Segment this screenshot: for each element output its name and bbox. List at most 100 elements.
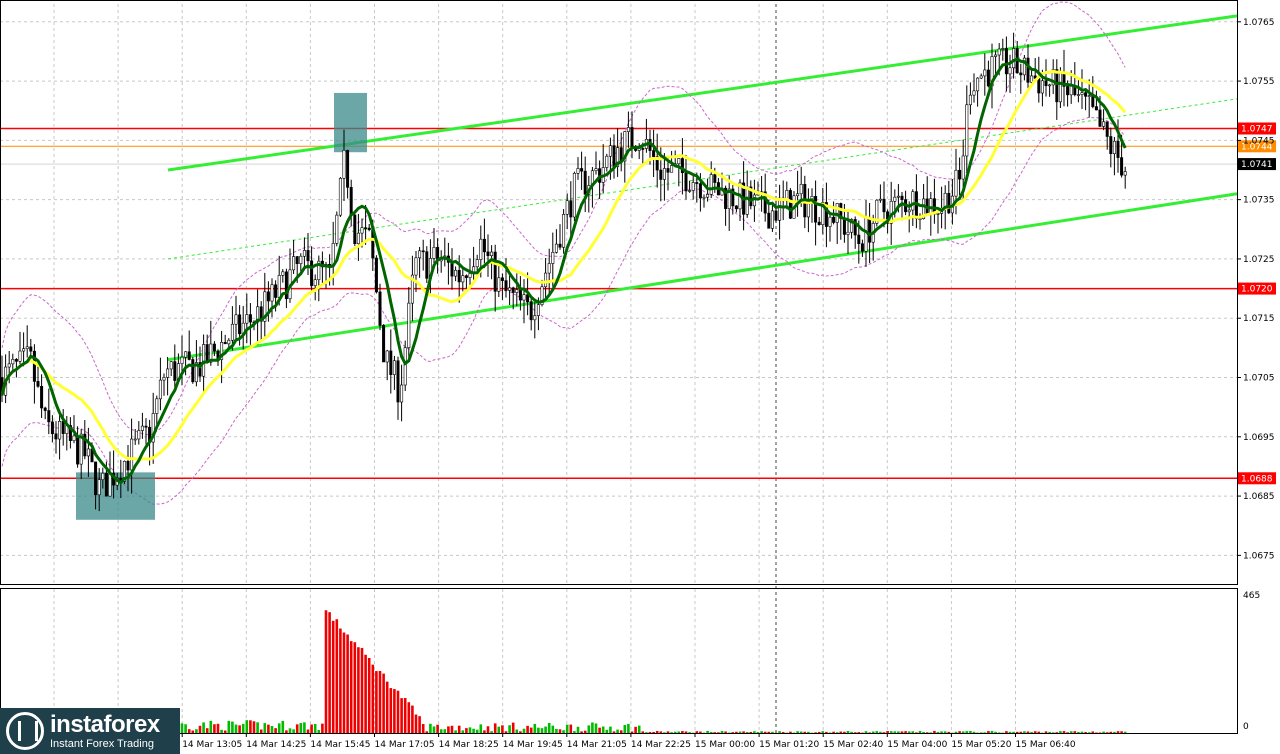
volume-bar xyxy=(317,730,321,733)
volume-bar xyxy=(371,664,375,733)
candle-body xyxy=(958,169,962,180)
volume-bar xyxy=(745,732,749,733)
volume-bar xyxy=(389,688,393,733)
y-tick-label: 1.0715 xyxy=(1243,314,1275,324)
candle-body xyxy=(1098,109,1102,127)
volume-bar xyxy=(483,730,486,733)
volume-bar xyxy=(511,722,515,733)
volume-bar xyxy=(817,731,821,733)
volume-bar xyxy=(990,730,994,733)
candle-body xyxy=(626,127,630,132)
candle-body xyxy=(911,191,915,211)
volume-bar xyxy=(295,724,299,733)
volume-bar xyxy=(187,729,191,733)
candle-body xyxy=(335,214,339,244)
volume-bar xyxy=(544,726,547,733)
volume-bar xyxy=(490,731,493,733)
candle-body xyxy=(212,343,216,352)
candle-body xyxy=(594,168,598,172)
candle-body xyxy=(731,188,735,207)
logo-brand: instaforex xyxy=(50,710,160,738)
volume-bar xyxy=(659,731,663,733)
volume-bar xyxy=(573,731,576,733)
candle-body xyxy=(432,247,436,259)
volume-bar xyxy=(450,725,454,733)
candle-body xyxy=(745,186,749,215)
volume-bar xyxy=(943,731,947,733)
volume-bar xyxy=(900,731,904,733)
current-price-label: 1.0741 xyxy=(1241,160,1273,170)
candle-body xyxy=(788,190,792,219)
candle-body xyxy=(338,178,342,216)
volume-bar xyxy=(245,720,249,733)
volume-bar xyxy=(868,732,871,733)
candle-body xyxy=(281,271,285,276)
volume-bar xyxy=(587,725,591,733)
candle-body xyxy=(29,346,33,352)
volume-bar xyxy=(655,731,659,733)
candle-body xyxy=(529,301,533,321)
volume-bar xyxy=(893,731,897,733)
candle-body xyxy=(158,379,162,400)
volume-bar xyxy=(1123,731,1127,733)
volume-bar xyxy=(925,732,929,733)
candle-body xyxy=(1105,121,1109,137)
volume-bar xyxy=(439,729,443,733)
candle-body xyxy=(220,342,224,360)
x-tick-label: 14 Mar 18:25 xyxy=(439,740,499,750)
candle-body xyxy=(853,219,857,236)
volume-bar xyxy=(591,722,594,733)
candle-body xyxy=(1040,80,1044,94)
volume-bar xyxy=(965,731,969,733)
volume-bar xyxy=(1098,732,1102,733)
volume-bar xyxy=(241,723,245,733)
volume-bar xyxy=(357,647,360,733)
candle-body xyxy=(155,398,159,414)
candle-body xyxy=(972,90,976,96)
volume-bar xyxy=(1066,732,1069,733)
volume-bar xyxy=(958,731,961,733)
volume-bar xyxy=(886,731,889,733)
candle-body xyxy=(425,251,429,279)
volume-bar xyxy=(335,619,339,733)
candle-body xyxy=(97,479,101,496)
volume-bar xyxy=(288,728,292,733)
volume-bar xyxy=(223,730,227,733)
x-tick-label: 15 Mar 04:00 xyxy=(887,740,947,750)
volume-bar xyxy=(382,673,385,733)
candle-body xyxy=(270,284,274,302)
candle-body xyxy=(677,158,681,165)
candle-body xyxy=(263,291,267,322)
candle-body xyxy=(14,359,18,362)
candle-body xyxy=(688,190,692,192)
volume-bar xyxy=(565,724,569,733)
volume-bar xyxy=(994,731,997,733)
candle-body xyxy=(266,291,270,302)
candle-body xyxy=(79,433,83,465)
volume-bar xyxy=(1120,731,1123,733)
candle-body xyxy=(724,187,728,209)
volume-bar xyxy=(879,731,882,733)
volume-bar xyxy=(1080,731,1084,733)
candle-body xyxy=(230,323,234,341)
volume-pane-frame xyxy=(0,588,1238,734)
volume-bar xyxy=(825,731,828,733)
volume-bar xyxy=(1116,731,1120,733)
candle-body xyxy=(907,209,911,213)
volume-bar xyxy=(555,728,558,733)
volume-bar xyxy=(1095,732,1098,733)
candle-body xyxy=(1084,92,1088,97)
volume-bar xyxy=(803,731,807,733)
candle-body xyxy=(929,198,933,214)
volume-bar xyxy=(267,724,270,733)
candle-body xyxy=(479,238,483,260)
price-level-tag xyxy=(1238,472,1276,485)
volume-bar xyxy=(461,730,465,733)
candle-body xyxy=(18,350,22,362)
candle-body xyxy=(832,216,836,223)
candle-body xyxy=(342,150,346,179)
volume-bar xyxy=(1113,731,1116,733)
candle-body xyxy=(209,343,213,363)
volume-bar xyxy=(475,729,479,733)
volume-bar xyxy=(1019,731,1023,733)
